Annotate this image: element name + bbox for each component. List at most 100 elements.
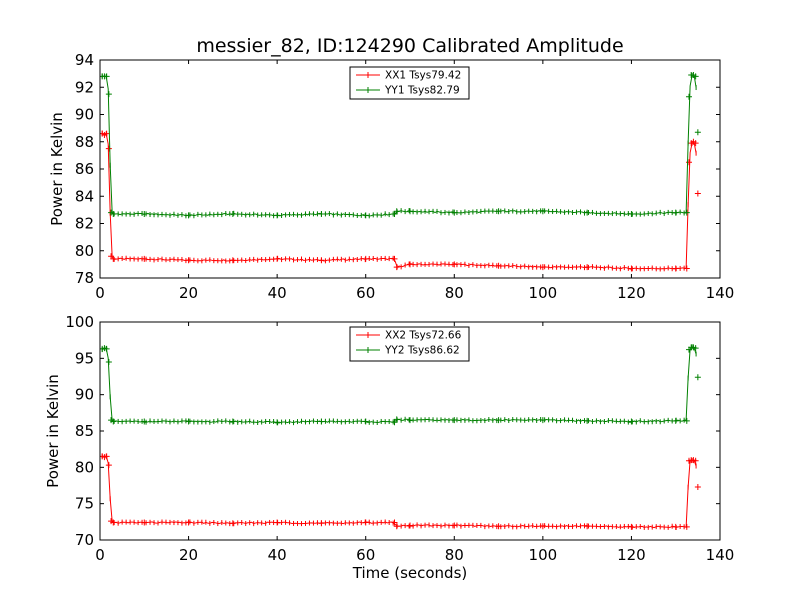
data-point-marker [185, 257, 192, 264]
data-point-marker [683, 209, 690, 216]
y-tick-label: 92 [75, 78, 94, 96]
data-point-marker [451, 417, 458, 424]
legend-label: XX1 Tsys79.42 [385, 70, 461, 82]
data-point-marker [407, 208, 413, 215]
data-point-marker [110, 519, 117, 526]
data-point-marker [105, 358, 112, 365]
data-point-marker [229, 418, 236, 425]
x-axis-label: Time (seconds) [352, 564, 468, 582]
y-tick-label: 84 [75, 187, 94, 205]
x-tick-label: 20 [179, 546, 198, 564]
data-point-marker [694, 483, 701, 490]
x-tick-label: 60 [356, 284, 375, 302]
series-2-1 [100, 453, 701, 530]
data-point-marker [451, 522, 458, 529]
y-axis-label: Power in Kelvin [44, 374, 62, 488]
data-point-marker [105, 91, 112, 98]
y-tick-label: 78 [75, 269, 94, 287]
series-2-2 [100, 344, 701, 426]
data-point-marker [628, 418, 635, 425]
legend-box [349, 326, 470, 362]
y-tick-label: 90 [75, 106, 94, 124]
x-tick-label: 140 [706, 284, 735, 302]
data-point-marker [692, 457, 699, 464]
data-point-marker [407, 261, 413, 268]
data-point-marker [692, 345, 699, 352]
x-tick-label: 40 [268, 546, 287, 564]
data-point-marker [686, 93, 692, 100]
data-point-marker [451, 261, 458, 268]
legend-label: XX2 Tsys72.66 [385, 330, 462, 342]
y-tick-label: 94 [75, 51, 94, 69]
series-line [101, 132, 697, 270]
subplot-1: 0 20 40 60 80 100 120 140 78 80 82 84 86 88 90 92 94 mess… [48, 35, 734, 302]
data-point-marker [584, 209, 591, 216]
data-point-marker [110, 418, 117, 425]
legend-label: YY1 Tsys82.79 [384, 85, 460, 97]
legend-box [349, 66, 470, 100]
y-tick-label: 100 [65, 313, 94, 331]
data-point-marker [229, 257, 236, 264]
data-point-marker [584, 523, 591, 530]
data-point-marker [110, 255, 117, 262]
data-point-marker [185, 519, 192, 526]
data-point-marker [105, 145, 112, 152]
subplot-2: 0 20 40 60 80 100 120 140 70 75 80 85 90 95 100 Power i… [44, 313, 734, 582]
x-tick-label: 80 [445, 284, 464, 302]
data-point-marker [692, 140, 699, 147]
x-tick-label: 20 [179, 284, 198, 302]
x-tick-label: 120 [617, 284, 646, 302]
data-point-marker [628, 210, 635, 217]
y-tick-label: 80 [75, 458, 94, 476]
x-tick-label: 0 [95, 284, 105, 302]
y-tick-label: 90 [75, 386, 94, 404]
data-point-marker [185, 212, 192, 219]
y-axis-label: Power in Kelvin [48, 112, 66, 226]
legend: XX1 Tsys79.42 YY1 Tsys82.79 [349, 66, 470, 100]
data-point-marker [407, 417, 413, 424]
y-tick-label: 86 [75, 160, 94, 178]
y-tick-label: 70 [75, 531, 94, 549]
data-point-marker [692, 73, 699, 80]
data-point-marker [451, 209, 458, 216]
series-1-1 [100, 130, 701, 272]
data-point-marker [694, 374, 701, 381]
x-tick-label: 40 [268, 284, 287, 302]
data-point-marker [391, 519, 398, 526]
data-point-marker [686, 159, 692, 166]
x-tick-label: 80 [445, 546, 464, 564]
chart-title: messier_82, ID:124290 Calibrated Amplitu… [196, 35, 623, 57]
series-1-2 [100, 71, 701, 219]
legend: XX2 Tsys72.66 YY2 Tsys86.62 [349, 326, 470, 362]
x-tick-label: 100 [529, 284, 558, 302]
data-point-marker [683, 417, 690, 424]
data-point-marker [628, 265, 635, 272]
legend-label: YY2 Tsys86.62 [384, 345, 460, 357]
x-tick-label: 140 [706, 546, 735, 564]
data-point-marker [110, 210, 117, 217]
data-point-marker [229, 520, 236, 527]
data-point-marker [185, 418, 192, 425]
data-point-marker [584, 264, 591, 271]
data-point-marker [628, 523, 635, 530]
x-tick-label: 100 [529, 546, 558, 564]
y-tick-label: 88 [75, 133, 94, 151]
data-point-marker [683, 523, 690, 530]
x-tick-label: 60 [356, 546, 375, 564]
y-tick-label: 82 [75, 215, 94, 233]
x-tick-label: 0 [95, 546, 105, 564]
data-point-marker [584, 417, 591, 424]
data-point-marker [407, 522, 413, 529]
data-point-marker [694, 190, 701, 197]
y-tick-label: 75 [75, 495, 94, 513]
data-point-marker [694, 129, 701, 136]
y-tick-label: 85 [75, 422, 94, 440]
data-point-marker [105, 462, 112, 469]
y-tick-label: 95 [75, 349, 94, 367]
y-tick-label: 80 [75, 242, 94, 260]
x-tick-label: 120 [617, 546, 646, 564]
data-point-marker [391, 255, 398, 262]
data-point-marker [683, 265, 690, 272]
